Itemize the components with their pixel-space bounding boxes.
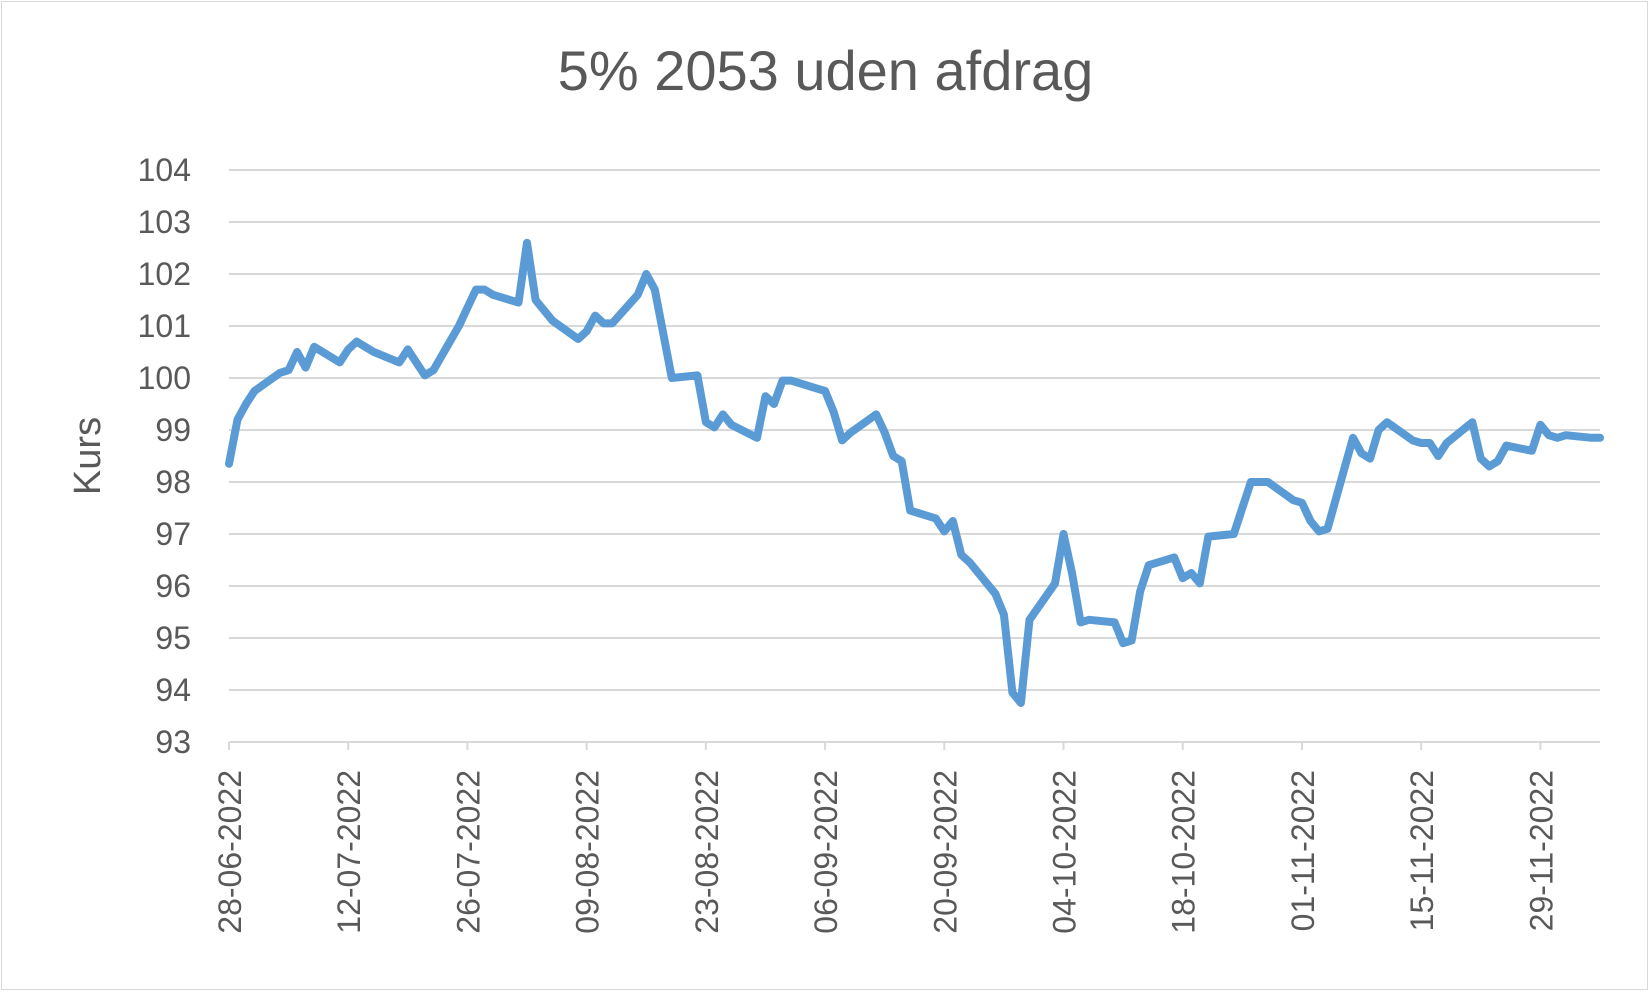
y-tick-label: 103 — [138, 204, 191, 240]
x-tick-label: 20-09-2022 — [927, 770, 963, 934]
y-tick-label: 96 — [155, 568, 191, 604]
y-tick-label: 95 — [155, 620, 191, 656]
y-tick-label: 104 — [138, 152, 191, 188]
x-tick-label: 06-09-2022 — [808, 770, 844, 934]
y-tick-label: 97 — [155, 516, 191, 552]
x-tick-label: 29-11-2022 — [1523, 770, 1559, 931]
x-tick-label: 04-10-2022 — [1047, 770, 1083, 934]
y-tick-label: 98 — [155, 464, 191, 500]
x-tick-label: 23-08-2022 — [689, 770, 725, 934]
y-tick-label: 94 — [155, 672, 191, 708]
y-tick-label: 93 — [155, 724, 191, 760]
x-axis-ticks: 28-06-2022 12-07-2022 26-07-2022 09-08-2022… — [212, 742, 1559, 934]
x-tick-label: 28-06-2022 — [212, 770, 248, 934]
x-tick-label: 15-11-2022 — [1404, 770, 1440, 931]
gridlines — [229, 169, 1600, 743]
series-layer — [225, 238, 1604, 707]
x-tick-label: 12-07-2022 — [331, 770, 367, 934]
y-tick-label: 101 — [138, 308, 191, 344]
x-tick-label: 26-07-2022 — [450, 770, 486, 934]
x-tick-label: 01-11-2022 — [1285, 770, 1321, 931]
y-tick-label: 99 — [155, 412, 191, 448]
x-tick-label: 09-08-2022 — [570, 770, 606, 934]
chart-title: 5% 2053 uden afdrag — [557, 39, 1094, 102]
series-line-kurs — [225, 238, 1604, 707]
x-tick-label: 18-10-2022 — [1166, 770, 1202, 934]
y-tick-label: 102 — [138, 256, 191, 292]
y-tick-label: 100 — [138, 360, 191, 396]
y-axis-ticks: 93 94 95 96 97 98 99 100 101 102 103 104 — [138, 152, 191, 760]
y-axis-label: Kurs — [67, 417, 109, 495]
